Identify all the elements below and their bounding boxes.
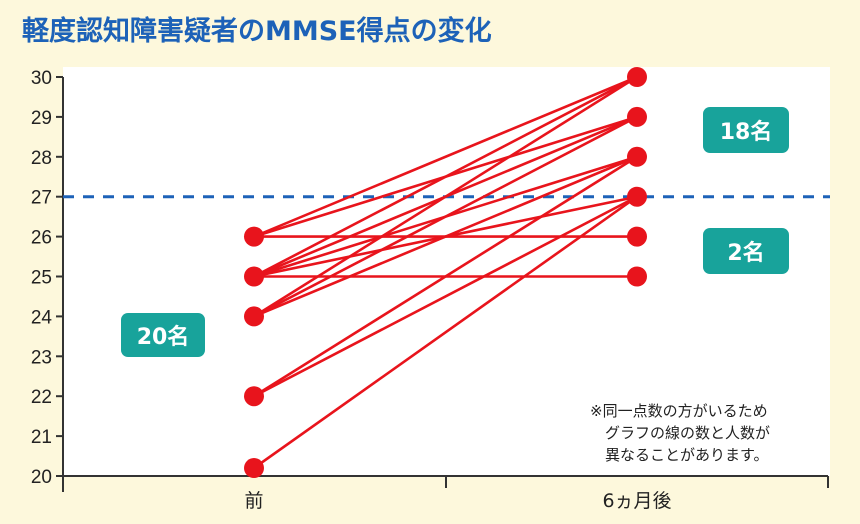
y-tick-label: 26 (31, 228, 52, 249)
x-tick-label: 前 (244, 490, 263, 512)
badge-below-threshold: 2名 (703, 228, 789, 274)
x-axis: 前 6ヵ月後 (63, 475, 829, 512)
before-dot (244, 386, 264, 407)
badge-above-threshold: 18名 (703, 107, 789, 153)
score-line (253, 75, 638, 238)
y-tick-label: 23 (31, 347, 52, 368)
before-dot (244, 226, 264, 247)
score-line (253, 155, 638, 398)
score-line (253, 155, 638, 318)
y-tick-label: 20 (31, 467, 52, 488)
after-dot (627, 146, 647, 167)
score-line (253, 195, 638, 398)
badge-before-count: 20名 (121, 313, 205, 357)
footnote: ※同一点数の方がいるため グラフの線の数と人数が 異なることがあります。 (590, 402, 771, 464)
score-lines (253, 75, 638, 470)
after-dot (627, 266, 647, 287)
x-tick-label: 6ヵ月後 (602, 490, 671, 512)
after-dot (627, 226, 647, 247)
plot-area (63, 67, 830, 476)
score-line (253, 75, 638, 318)
score-dots (244, 67, 647, 479)
y-tick-label: 24 (31, 307, 53, 328)
before-dot (244, 306, 264, 327)
y-tick-label: 25 (31, 268, 52, 289)
after-dot (627, 186, 647, 207)
after-dot (627, 106, 647, 127)
y-tick-label: 27 (31, 188, 52, 209)
y-axis: 20 21 22 23 24 25 26 27 28 29 30 (31, 68, 64, 492)
y-tick-label: 21 (31, 427, 52, 448)
y-tick-label: 29 (31, 108, 52, 129)
score-line (253, 195, 638, 470)
y-tick-label: 28 (31, 148, 52, 169)
before-dot (244, 458, 264, 479)
score-line (253, 115, 638, 318)
before-dot (244, 266, 264, 287)
chart-title: 軽度認知障害疑者のMMSE得点の変化 (22, 16, 492, 47)
score-line (253, 75, 638, 278)
y-tick-label: 30 (31, 68, 52, 89)
after-dot (627, 67, 647, 87)
y-tick-label: 22 (31, 387, 52, 408)
